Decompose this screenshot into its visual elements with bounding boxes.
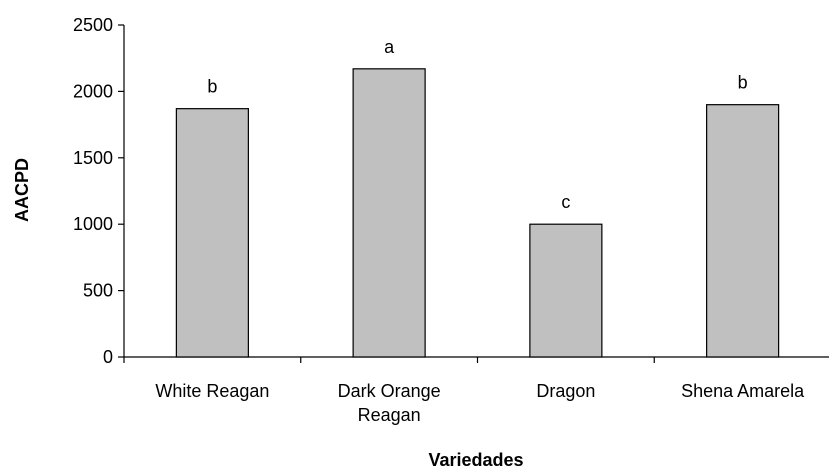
bar-significance-label: b <box>738 73 748 93</box>
y-tick-label: 500 <box>83 281 113 301</box>
bar-significance-label: c <box>561 192 570 212</box>
x-tick-label: White Reagan <box>155 381 269 401</box>
bar <box>175 108 249 358</box>
x-axis-title: Variedades <box>428 450 523 470</box>
y-tick-label: 2500 <box>73 15 113 35</box>
bar <box>529 223 603 358</box>
plot-area: 0 500 1000 1500 2000 2500 b White Reagan a Dark O… <box>73 15 829 425</box>
x-tick-label: Reagan <box>358 405 421 425</box>
bar-significance-label: b <box>207 77 217 97</box>
bar <box>706 104 780 358</box>
bar <box>352 68 426 358</box>
x-tick-label: Dragon <box>536 381 595 401</box>
y-tick-label: 2000 <box>73 81 113 101</box>
y-tick-label: 0 <box>103 347 113 367</box>
x-tick-label: Dark Orange <box>338 381 441 401</box>
y-tick-label: 1000 <box>73 214 113 234</box>
x-tick-label: Shena Amarela <box>681 381 805 401</box>
bar-significance-label: a <box>384 37 395 57</box>
y-axis-title: AACPD <box>12 158 32 222</box>
y-tick-label: 1500 <box>73 148 113 168</box>
